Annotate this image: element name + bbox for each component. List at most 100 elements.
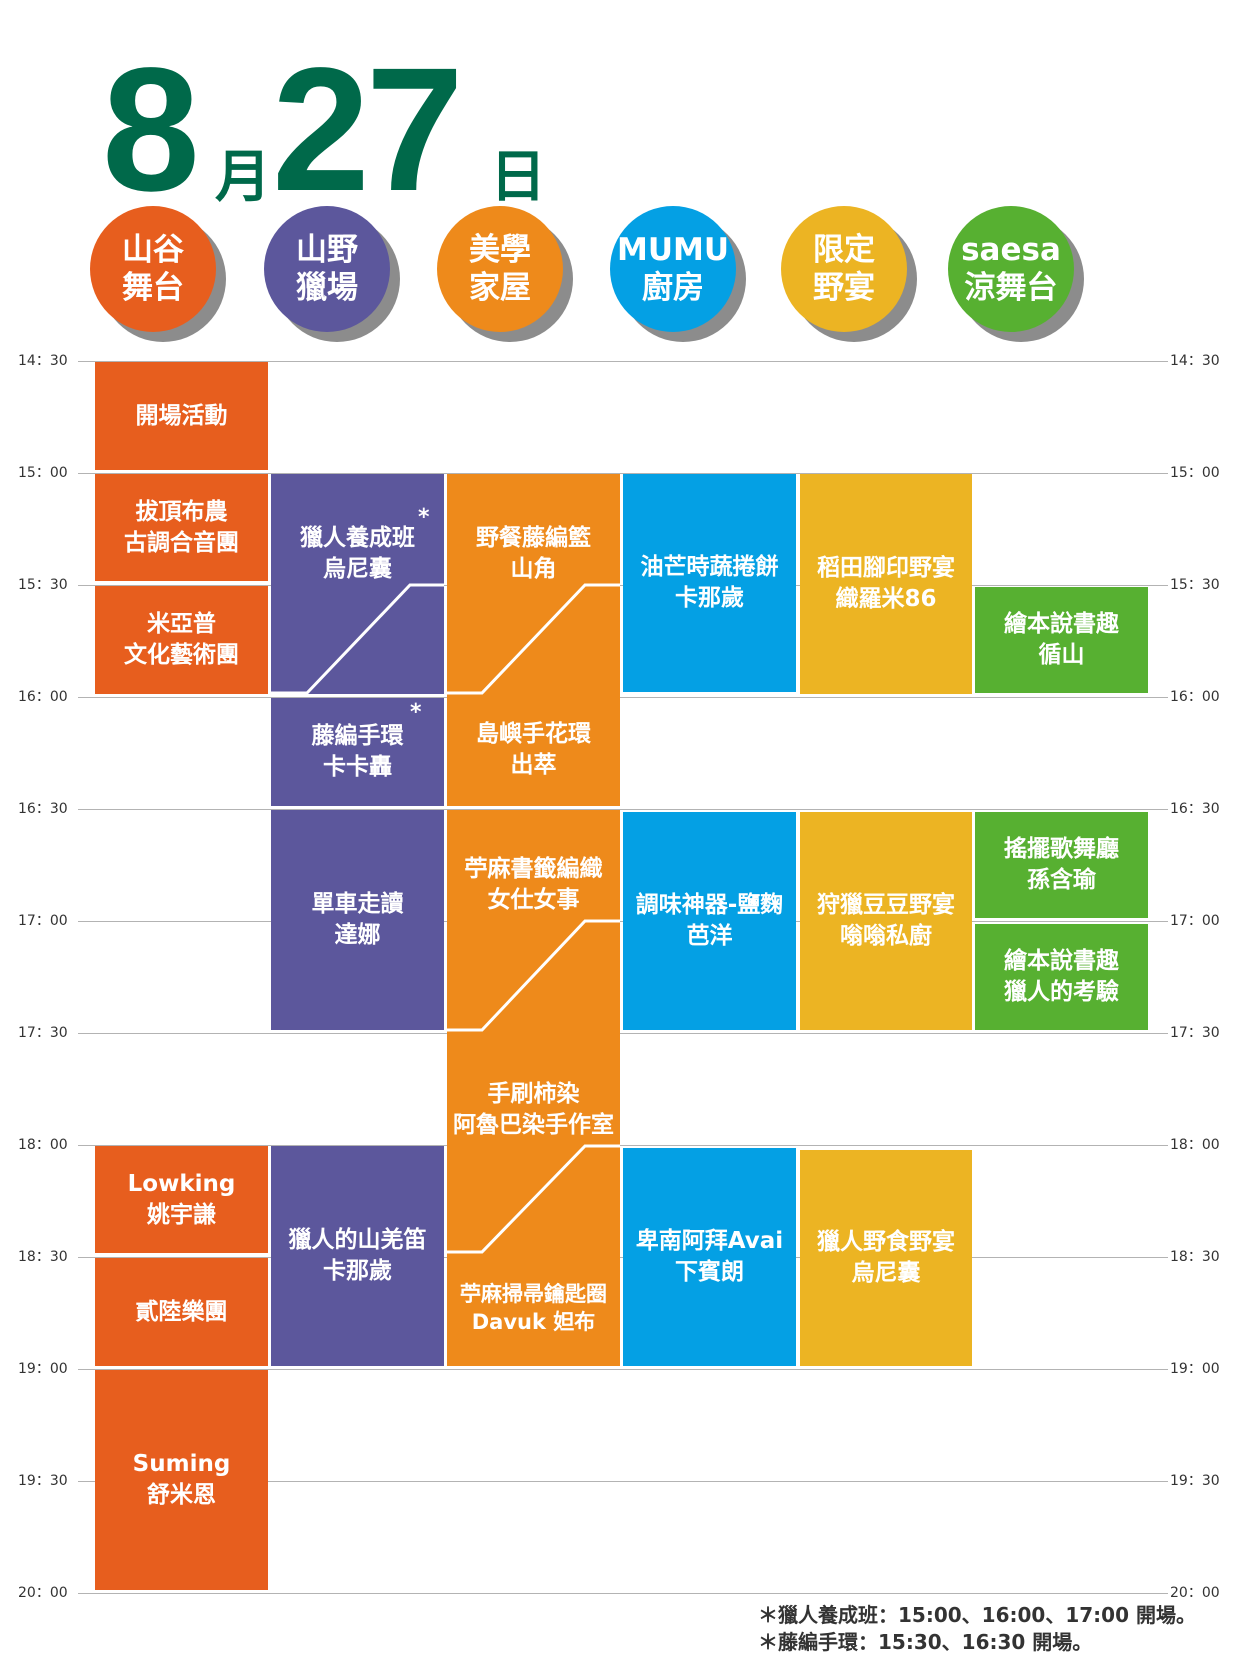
- time-label-right: 16：00: [1170, 689, 1220, 705]
- event-title: 手刷柿染: [487, 1081, 580, 1107]
- event-block-hunt[interactable]: 藤編手環 卡卡轟: [271, 698, 444, 806]
- footnote: ＊獵人養成班：15:00、16:00、17:00 開場。: [758, 1603, 1196, 1627]
- event-title: 繪本說書趣: [1004, 948, 1119, 974]
- event-title: 苧麻書籤編織: [464, 856, 603, 882]
- separator-house-3: [447, 1144, 620, 1254]
- event-host: 卡那歲: [323, 1258, 392, 1284]
- event-title: 島嶼手花環: [476, 721, 591, 747]
- event-block-valley[interactable]: Lowking 姚宇謙: [95, 1146, 268, 1253]
- event-title: 卑南阿拜Avai: [635, 1228, 784, 1254]
- event-block-valley[interactable]: 貳陸樂團: [95, 1258, 268, 1366]
- event-host: 嗡嗡私廚: [840, 923, 932, 949]
- event-title: 狩獵豆豆野宴: [817, 892, 955, 918]
- asterisk-mark: *: [410, 700, 422, 725]
- title-day-unit: 日: [490, 145, 546, 210]
- event-title: Suming: [132, 1451, 231, 1477]
- event-title: 獵人的山羌笛: [288, 1227, 427, 1253]
- event-block-feast[interactable]: 狩獵豆豆野宴 嗡嗡私廚: [800, 812, 972, 1030]
- time-label-right: 18：30: [1170, 1249, 1220, 1265]
- time-label: 19：30: [18, 1473, 68, 1489]
- event-block-valley[interactable]: 拔頂布農 古調合音團: [95, 474, 268, 581]
- stage-valley: 山谷 舞台: [90, 206, 226, 342]
- time-label-right: 15：30: [1170, 577, 1220, 593]
- time-label: 14：30: [18, 353, 68, 369]
- stage-saesa-line1: saesa: [961, 232, 1061, 268]
- stage-saesa-line2: 涼舞台: [964, 270, 1058, 306]
- time-label: 15：30: [18, 577, 68, 593]
- event-host: 烏尼囊: [323, 556, 392, 582]
- event-title: 拔頂布農: [135, 498, 228, 525]
- event-block-saesa[interactable]: 繪本說書趣 獵人的考驗: [975, 924, 1148, 1030]
- gridline: [78, 1481, 1168, 1482]
- title-month-unit: 月: [215, 145, 271, 210]
- time-label-right: 17：30: [1170, 1025, 1220, 1041]
- time-label-right: 19：00: [1170, 1361, 1220, 1377]
- event-block-house[interactable]: 島嶼手花環 出萃: [447, 694, 620, 806]
- event-block-valley[interactable]: Suming 舒米恩: [95, 1370, 268, 1590]
- event-block-saesa[interactable]: 搖擺歌舞廳 孫含瑜: [975, 812, 1148, 918]
- event-title: 獵人養成班: [300, 525, 415, 551]
- stage-feast-line2: 野宴: [813, 270, 875, 306]
- event-title: 藤編手環: [311, 723, 404, 749]
- event-host: 烏尼囊: [851, 1260, 921, 1286]
- event-host: 山角: [510, 556, 557, 582]
- event-block-kitchen[interactable]: 調味神器-鹽麴 芭洋: [623, 812, 796, 1030]
- time-label: 17：00: [18, 913, 68, 929]
- event-block-hunt[interactable]: 獵人的山羌笛 卡那歲: [271, 1146, 444, 1366]
- title-month: 8: [102, 32, 200, 228]
- event-host: 卡卡轟: [323, 754, 392, 780]
- stage-house: 美學 家屋: [437, 206, 573, 342]
- event-host: 古調合音團: [124, 529, 239, 556]
- asterisk-mark: *: [418, 505, 430, 530]
- event-title: 油芒時蔬捲餅: [640, 554, 779, 580]
- event-title: 野餐藤編籃: [476, 525, 591, 551]
- stage-house-line1: 美學: [469, 232, 531, 268]
- event-host: 循山: [1038, 642, 1085, 668]
- time-label-right: 15：00: [1170, 465, 1220, 481]
- event-host: 舒米恩: [147, 1482, 216, 1508]
- event-host: 織羅米86: [835, 586, 937, 612]
- event-block-hunt[interactable]: 單車走讀 達娜: [271, 810, 444, 1030]
- gridline: [78, 361, 1168, 362]
- stage-feast-line1: 限定: [813, 232, 875, 268]
- event-block-kitchen[interactable]: 油芒時蔬捲餅 卡那歲: [623, 474, 796, 692]
- event-block-saesa[interactable]: 繪本說書趣 循山: [975, 587, 1148, 693]
- event-block-house[interactable]: 手刷柿染 阿魯巴染手作室: [447, 1030, 620, 1250]
- event-host: 姚宇謙: [147, 1201, 216, 1228]
- event-block-house[interactable]: 苧麻掃帚鑰匙圈 Davuk 妲布: [447, 1250, 620, 1366]
- title-day: 27: [272, 32, 464, 228]
- stage-hunt-line1: 山野: [296, 232, 358, 268]
- gridline: [78, 473, 1168, 474]
- event-title: Lowking: [127, 1170, 236, 1197]
- event-block-valley[interactable]: 米亞普 文化藝術團: [95, 586, 268, 694]
- stage-kitchen-line1: MUMU: [616, 232, 730, 268]
- separator-house-2: [447, 919, 620, 1032]
- event-block-feast[interactable]: 稻田腳印野宴 織羅米86: [800, 474, 972, 694]
- time-label: 19：00: [18, 1361, 68, 1377]
- event-block-feast[interactable]: 獵人野食野宴 烏尼囊: [800, 1150, 972, 1366]
- stage-feast: 限定 野宴: [781, 206, 917, 342]
- gridline: [78, 1593, 1168, 1594]
- time-label-right: 20：00: [1170, 1585, 1220, 1601]
- event-title: 獵人野食野宴: [817, 1229, 955, 1255]
- time-label: 15：00: [18, 465, 68, 481]
- footnote: ＊藤編手環：15:30、16:30 開場。: [758, 1630, 1093, 1654]
- time-label: 17：30: [18, 1025, 68, 1041]
- stage-kitchen-line2: 廚房: [642, 270, 704, 306]
- event-title: 稻田腳印野宴: [817, 555, 955, 581]
- gridline: [78, 697, 1168, 698]
- stage-hunt: 山野 獵場: [264, 206, 400, 342]
- event-title: 米亞普: [147, 611, 216, 637]
- event-title: 貳陸樂團: [135, 1298, 228, 1325]
- event-block-valley[interactable]: 開場活動: [95, 362, 268, 470]
- event-host: 阿魯巴染手作室: [453, 1112, 614, 1138]
- event-title: 繪本說書趣: [1004, 611, 1119, 637]
- event-title: 苧麻掃帚鑰匙圈: [460, 1282, 607, 1306]
- stage-saesa: saesa 涼舞台: [948, 206, 1084, 342]
- event-title: 單車走讀: [311, 891, 404, 917]
- event-title: 開場活動: [135, 402, 228, 429]
- separator-hunt: [271, 583, 444, 695]
- event-block-kitchen[interactable]: 卑南阿拜Avai 下賓朗: [623, 1148, 796, 1366]
- gridline: [78, 1145, 1168, 1146]
